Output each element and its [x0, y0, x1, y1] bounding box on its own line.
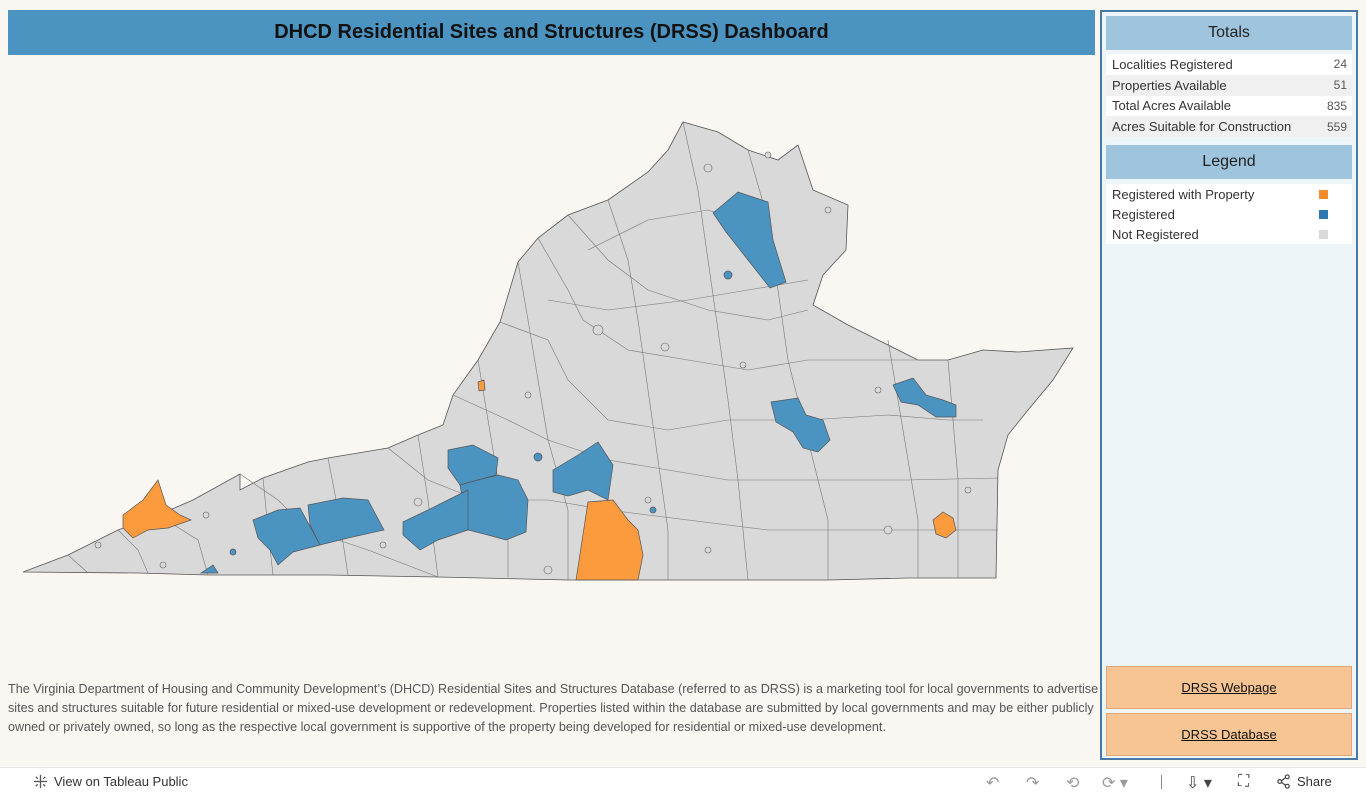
independent-cities [94, 151, 972, 575]
locality-registered[interactable] [402, 489, 469, 551]
locality-registered[interactable] [892, 377, 957, 418]
locality-registered[interactable] [252, 507, 321, 566]
fullscreen-icon[interactable]: ⛶ [1238, 773, 1250, 790]
totals-label: Acres Suitable for Construction [1112, 119, 1292, 135]
totals-label: Properties Available [1112, 77, 1227, 93]
legend-swatch-gray [1319, 229, 1328, 239]
refresh-icon[interactable]: ⟳ ▾ [1102, 775, 1128, 792]
legend-item[interactable]: Registered [1106, 204, 1352, 224]
state-outline [22, 121, 1074, 581]
legend-heading: Legend [1106, 145, 1352, 179]
locality-registered-with-property[interactable] [575, 499, 644, 581]
locality-registered-with-property[interactable] [122, 479, 192, 539]
title-bar: DHCD Residential Sites and Structures (D… [8, 10, 1095, 55]
side-panel: Totals Localities Registered 24 Properti… [1100, 10, 1358, 760]
download-icon[interactable]: ⇩ ▾ [1186, 775, 1212, 792]
locality-registered[interactable] [552, 441, 614, 501]
totals-value: 51 [1333, 78, 1347, 93]
revert-icon[interactable]: ⟲ [1066, 775, 1080, 792]
totals-row: Total Acres Available 835 [1106, 96, 1352, 117]
dashboard: DHCD Residential Sites and Structures (D… [0, 0, 1366, 767]
share-icon [1277, 774, 1290, 789]
share-button[interactable]: Share [1276, 774, 1332, 789]
locality-registered[interactable] [723, 270, 733, 280]
registered-localities[interactable] [199, 191, 957, 574]
legend-item[interactable]: Registered with Property [1106, 184, 1352, 204]
totals-row: Properties Available 51 [1106, 74, 1352, 96]
locality-registered-with-property[interactable] [477, 379, 486, 392]
drss-database-button[interactable]: DRSS Database [1106, 713, 1352, 756]
tableau-logo-icon [33, 774, 48, 789]
dashboard-description: The Virginia Department of Housing and C… [8, 682, 1099, 734]
view-on-tableau-link[interactable]: View on Tableau Public [33, 774, 188, 789]
locality-registered[interactable] [459, 474, 529, 541]
totals-row: Acres Suitable for Construction 559 [1106, 116, 1352, 138]
view-on-tableau-label: View on Tableau Public [54, 774, 188, 789]
totals-value: 24 [1333, 57, 1347, 72]
virginia-map[interactable] [8, 60, 1095, 660]
legend-label: Registered with Property [1112, 186, 1255, 202]
legend-label: Registered [1112, 206, 1175, 222]
locality-registered-with-property[interactable] [932, 511, 957, 539]
locality-registered[interactable] [712, 191, 787, 289]
locality-registered[interactable] [649, 506, 657, 514]
totals-value: 835 [1326, 98, 1347, 113]
legend: Registered with Property Registered Not … [1106, 184, 1352, 244]
page-title: DHCD Residential Sites and Structures (D… [274, 21, 829, 43]
locality-registered[interactable] [307, 497, 385, 546]
totals-row: Localities Registered 24 [1106, 54, 1352, 75]
undo-icon[interactable]: ↶ [986, 775, 1000, 792]
locality-registered[interactable] [199, 564, 219, 574]
legend-item[interactable]: Not Registered [1106, 224, 1352, 244]
legend-label: Not Registered [1112, 226, 1199, 242]
legend-swatch-blue [1319, 209, 1328, 219]
locality-registered[interactable] [533, 452, 543, 462]
locality-registered[interactable] [770, 397, 831, 453]
registered-with-property-localities[interactable] [122, 379, 957, 581]
toolbar-separator [1161, 775, 1162, 789]
totals-table: Localities Registered 24 Properties Avai… [1106, 54, 1352, 138]
share-label: Share [1297, 774, 1332, 789]
redo-icon[interactable]: ↷ [1026, 775, 1040, 792]
drss-webpage-button[interactable]: DRSS Webpage [1106, 666, 1352, 709]
map-svg[interactable] [8, 60, 1095, 660]
locality-registered[interactable] [229, 548, 237, 556]
totals-value: 559 [1326, 119, 1347, 134]
legend-swatch-orange [1319, 189, 1328, 199]
totals-heading: Totals [1106, 16, 1352, 50]
totals-label: Total Acres Available [1112, 98, 1231, 114]
totals-label: Localities Registered [1112, 56, 1233, 72]
tableau-toolbar: View on Tableau Public ↶ ↷ ⟲ ⟳ ▾ ⇩ ▾ ⛶ S… [0, 767, 1366, 795]
